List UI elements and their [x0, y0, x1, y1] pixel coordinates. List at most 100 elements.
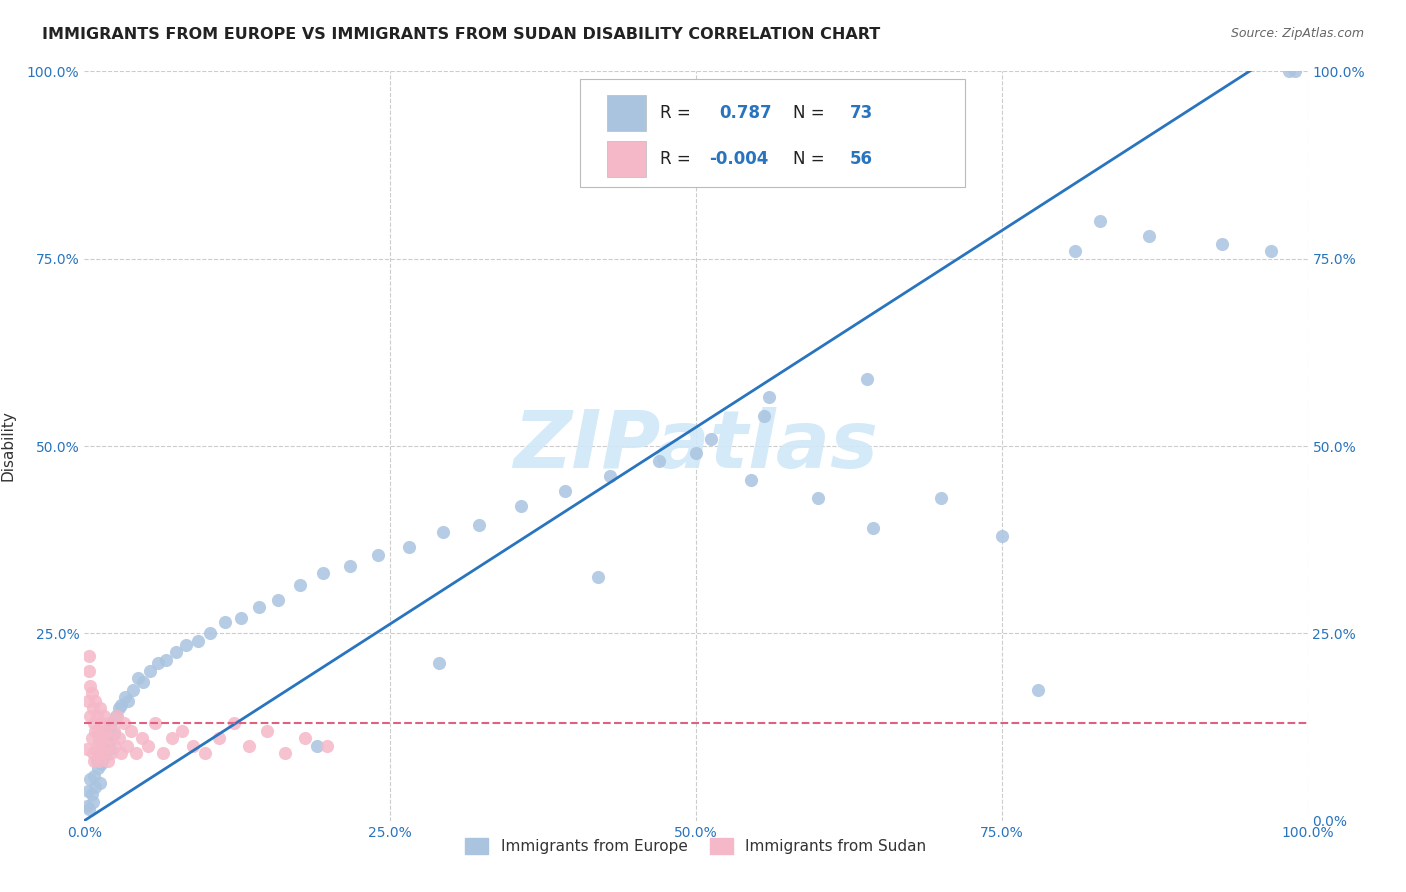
Point: [100, 746, 122, 760]
Point: [398, 540, 420, 554]
Point: [165, 645, 187, 659]
Point: [862, 521, 884, 535]
Point: [77, 664, 100, 678]
Point: [87, 746, 110, 760]
Point: [172, 723, 194, 738]
Point: [143, 716, 166, 731]
Point: [432, 525, 454, 540]
Point: [90, 757, 112, 772]
Text: N =: N =: [793, 151, 830, 169]
Point: [89, 739, 111, 753]
Text: N =: N =: [793, 103, 830, 121]
Point: [100, 716, 122, 731]
Point: [599, 469, 621, 483]
Point: [87, 731, 110, 746]
Text: -0.004: -0.004: [710, 151, 769, 169]
Point: [112, 716, 135, 731]
Point: [758, 390, 780, 404]
Point: [136, 739, 159, 753]
Point: [110, 746, 132, 760]
Point: [114, 690, 136, 704]
Point: [740, 473, 762, 487]
Point: [97, 731, 120, 746]
Point: [208, 731, 231, 746]
Point: [87, 761, 110, 775]
Point: [84, 780, 107, 794]
Point: [238, 739, 260, 753]
Point: [181, 739, 204, 753]
Point: [427, 657, 450, 671]
Point: [77, 694, 100, 708]
Point: [86, 754, 108, 768]
Point: [222, 716, 245, 731]
Point: [229, 611, 252, 625]
Point: [77, 648, 100, 663]
Point: [104, 739, 127, 753]
Point: [82, 795, 104, 809]
Point: [315, 739, 337, 753]
Point: [1028, 682, 1050, 697]
Point: [97, 754, 120, 768]
Point: [367, 548, 389, 562]
Point: [132, 675, 155, 690]
Point: [1088, 214, 1111, 228]
Text: 56: 56: [851, 151, 873, 169]
Point: [80, 788, 103, 802]
Point: [339, 558, 361, 573]
Point: [139, 664, 162, 678]
Point: [87, 754, 110, 768]
Point: [79, 772, 101, 787]
Point: [82, 701, 104, 715]
Point: [117, 694, 139, 708]
Point: [754, 409, 776, 423]
Point: [105, 708, 128, 723]
Point: [83, 716, 105, 731]
Point: [856, 371, 879, 385]
Point: [84, 694, 107, 708]
Point: [96, 739, 118, 753]
Point: [685, 446, 707, 460]
Point: [200, 626, 222, 640]
Point: [155, 652, 177, 666]
Point: [152, 746, 174, 760]
Point: [98, 716, 121, 731]
FancyBboxPatch shape: [606, 142, 645, 178]
Point: [1064, 244, 1087, 259]
Point: [98, 742, 121, 756]
Point: [699, 432, 721, 446]
Point: [1284, 64, 1306, 78]
Point: [146, 657, 169, 671]
Text: R =: R =: [661, 103, 696, 121]
Point: [86, 739, 108, 753]
Point: [80, 686, 103, 700]
Point: [91, 746, 114, 760]
Point: [103, 723, 125, 738]
Text: 73: 73: [851, 103, 873, 121]
Point: [1211, 236, 1233, 251]
Point: [991, 529, 1014, 543]
Point: [131, 731, 153, 746]
Point: [90, 716, 112, 731]
Point: [120, 723, 142, 738]
Point: [586, 570, 609, 584]
Point: [162, 731, 184, 746]
Point: [79, 708, 101, 723]
Point: [266, 592, 288, 607]
Point: [80, 731, 103, 746]
Point: [122, 682, 145, 697]
Point: [125, 746, 148, 760]
Point: [648, 454, 671, 468]
Point: [807, 491, 830, 506]
Point: [84, 723, 107, 738]
Point: [103, 727, 125, 741]
Point: [93, 750, 115, 764]
Text: IMMIGRANTS FROM EUROPE VS IMMIGRANTS FROM SUDAN DISABILITY CORRELATION CHART: IMMIGRANTS FROM EUROPE VS IMMIGRANTS FRO…: [42, 27, 880, 42]
Point: [87, 723, 110, 738]
Point: [87, 746, 110, 760]
Text: 0.787: 0.787: [720, 103, 772, 121]
Point: [83, 754, 105, 768]
Point: [82, 746, 104, 760]
Point: [194, 746, 217, 760]
Point: [93, 708, 115, 723]
Point: [77, 802, 100, 816]
